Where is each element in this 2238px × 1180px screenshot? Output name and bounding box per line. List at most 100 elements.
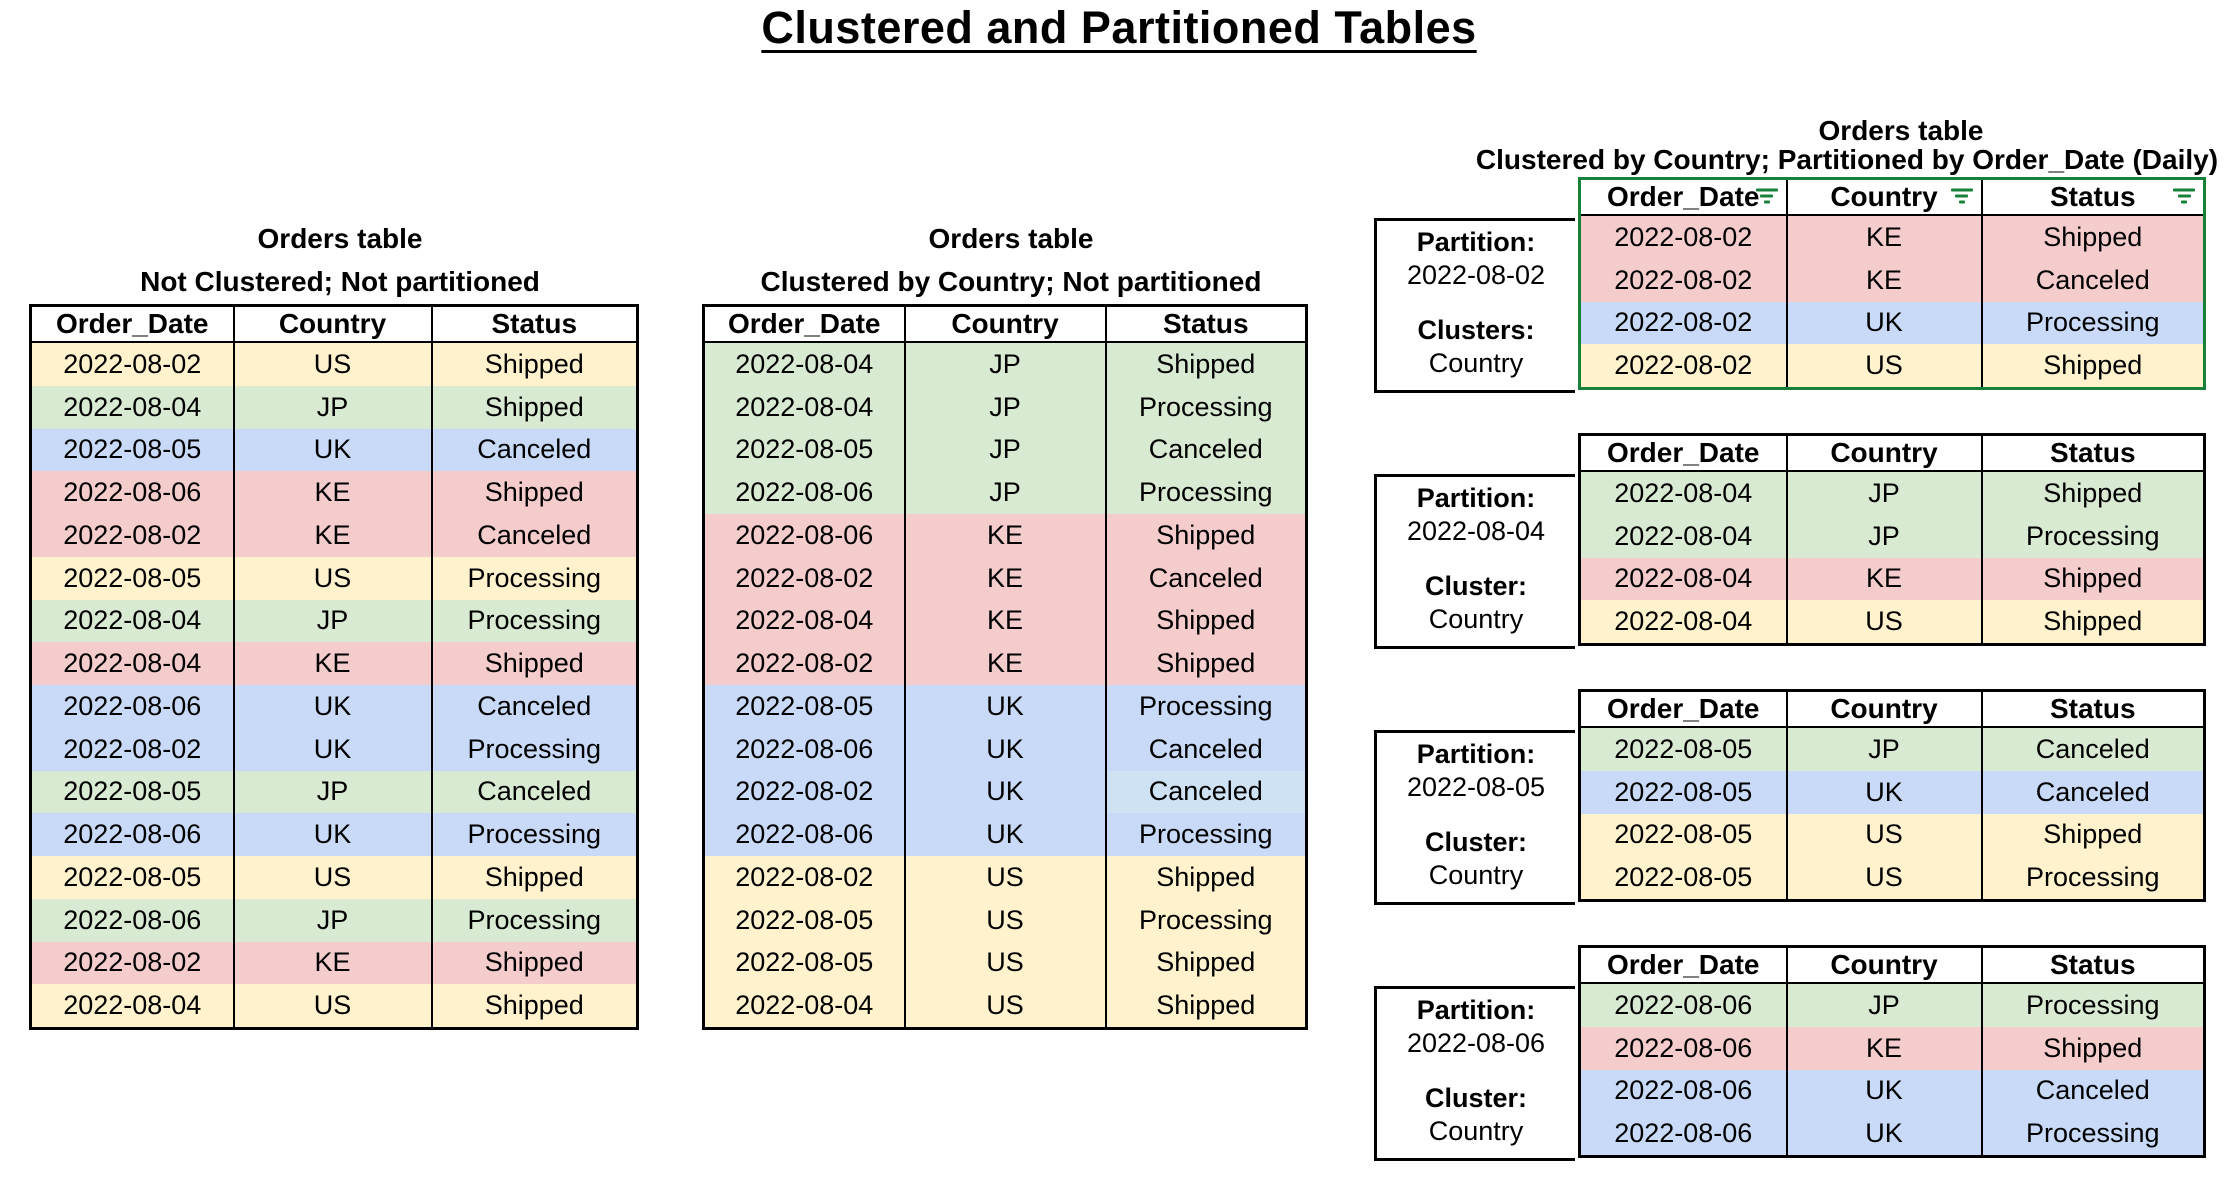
column-header-country: Country	[1785, 434, 1982, 472]
column-header-status: Status	[1980, 434, 2205, 472]
cell-country: JP	[232, 770, 432, 814]
table-row: 2022-08-02 US Shipped	[703, 856, 1307, 899]
cell-country: JP	[1785, 514, 1982, 558]
cell-order-date: 2022-08-05	[703, 685, 905, 728]
cell-order-date: 2022-08-05	[703, 428, 905, 472]
cell-country: US	[903, 898, 1106, 942]
table-row: 2022-08-02 KE Shipped	[30, 941, 638, 985]
orders-table-unclustered: Order_Date Country Status 2022-08-02 US Shipp…	[29, 304, 639, 1030]
cell-order-date: 2022-08-06	[30, 471, 234, 514]
cell-country: UK	[1785, 1112, 1982, 1157]
cell-status: Processing	[1104, 813, 1307, 856]
cell-order-date: 2022-08-04	[1579, 471, 1787, 515]
cell-country: UK	[232, 813, 432, 856]
header-row: Order_Date Country Status	[703, 305, 1307, 343]
cell-status: Processing	[1980, 514, 2205, 558]
table-row: 2022-08-06 KE Shipped	[30, 471, 638, 514]
table-row: 2022-08-04 JP Shipped	[1579, 471, 2205, 515]
cell-status: Shipped	[1104, 642, 1307, 685]
partition-value: 2022-08-04	[1406, 516, 1546, 546]
cell-order-date: 2022-08-02	[30, 941, 234, 985]
cell-country: UK	[1785, 770, 1982, 814]
table-row: 2022-08-05 JP Canceled	[703, 428, 1307, 472]
cell-country: KE	[903, 514, 1106, 557]
cell-order-date: 2022-08-04	[703, 599, 905, 643]
table-row: 2022-08-04 JP Processing	[30, 599, 638, 643]
cell-order-date: 2022-08-05	[30, 856, 234, 899]
cell-status: Shipped	[430, 856, 638, 899]
table-row: 2022-08-05 US Shipped	[1579, 813, 2205, 857]
table-row: 2022-08-04 KE Shipped	[703, 599, 1307, 643]
cell-order-date: 2022-08-06	[30, 898, 234, 942]
cell-country: US	[232, 556, 432, 600]
table-row: 2022-08-06 JP Processing	[30, 898, 638, 942]
partition-tables-container: Partition: 2022-08-02 Clusters: Country Orde…	[1374, 177, 2224, 1161]
cell-status: Canceled	[430, 685, 638, 728]
cell-order-date: 2022-08-04	[1579, 600, 1787, 645]
cell-order-date: 2022-08-04	[1579, 514, 1787, 558]
cell-country: JP	[1785, 471, 1982, 515]
cell-status: Shipped	[430, 385, 638, 429]
cell-order-date: 2022-08-05	[30, 770, 234, 814]
table-row: 2022-08-04 US Shipped	[30, 984, 638, 1029]
cell-country: KE	[1785, 215, 1982, 259]
column-header-label: Country	[951, 308, 1059, 339]
header-row: Order_Date Country Status	[1579, 178, 2205, 216]
table-row: 2022-08-05 US Processing	[30, 556, 638, 600]
column-header-order_date: Order_Date	[1579, 178, 1787, 216]
table-row: 2022-08-04 JP Processing	[703, 385, 1307, 429]
table-row: 2022-08-04 KE Shipped	[30, 642, 638, 685]
cell-order-date: 2022-08-06	[703, 514, 905, 557]
column-header-label: Order_Date	[1606, 949, 1760, 980]
header-row: Order_Date Country Status	[1579, 690, 2205, 728]
column-header-label: Country	[1830, 437, 1938, 468]
orders-table-clustered-partitioned-group: Orders table Clustered by Country; Parti…	[1374, 116, 2224, 1161]
column-header-status: Status	[1104, 305, 1307, 343]
table-row: 2022-08-05 UK Processing	[703, 685, 1307, 728]
table-row: 2022-08-06 JP Processing	[703, 471, 1307, 514]
cell-order-date: 2022-08-05	[30, 556, 234, 600]
page-title: Clustered and Partitioned Tables	[761, 2, 1477, 53]
table-subheading: Clustered by Country; Not partitioned	[760, 266, 1262, 297]
filter-icon	[1950, 188, 1974, 206]
table-row: 2022-08-02 KE Canceled	[1579, 258, 2205, 302]
table-row: 2022-08-05 US Shipped	[30, 856, 638, 899]
cell-status: Shipped	[1980, 557, 2205, 601]
cell-country: JP	[903, 342, 1106, 386]
cell-status: Canceled	[430, 770, 638, 814]
cell-country: KE	[1785, 1026, 1982, 1070]
cell-order-date: 2022-08-06	[1579, 1069, 1787, 1113]
column-header-label: Status	[2049, 437, 2136, 468]
column-header-status: Status	[430, 305, 638, 343]
cell-country: US	[232, 856, 432, 899]
table-subheading: Clustered by Country; Partitioned by Ord…	[1475, 144, 2219, 175]
cell-country: JP	[232, 385, 432, 429]
column-header-label: Order_Date	[1606, 437, 1760, 468]
partition-table-2022-08-02: Order_Date Country Status 2022-08-02 KE Shipp…	[1578, 177, 2206, 390]
cell-status: Processing	[1104, 471, 1307, 514]
cell-status: Processing	[1104, 385, 1307, 429]
table-row: 2022-08-06 KE Shipped	[1579, 1026, 2205, 1070]
cell-country: UK	[1785, 1069, 1982, 1113]
partition-table-2022-08-04: Order_Date Country Status 2022-08-04 JP Shipp…	[1578, 433, 2206, 646]
column-header-country: Country	[1785, 178, 1982, 216]
cluster-label: Cluster:	[1424, 571, 1527, 601]
table-row: 2022-08-02 US Shipped	[1579, 344, 2205, 389]
cell-country: US	[1785, 600, 1982, 645]
cell-country: US	[1785, 856, 1982, 901]
table-row: 2022-08-02 US Shipped	[30, 342, 638, 386]
cell-status: Canceled	[1104, 556, 1307, 600]
cell-country: US	[1785, 813, 1982, 857]
cell-status: Processing	[430, 599, 638, 643]
table-row: 2022-08-02 KE Canceled	[703, 556, 1307, 600]
cell-status: Shipped	[430, 984, 638, 1029]
cell-order-date: 2022-08-04	[1579, 557, 1787, 601]
table-heading: Orders table	[257, 223, 423, 254]
cell-status: Shipped	[1980, 600, 2205, 645]
cluster-label: Clusters:	[1417, 315, 1535, 345]
cell-order-date: 2022-08-02	[703, 556, 905, 600]
cell-country: US	[232, 342, 432, 386]
partition-label: Partition:	[1416, 995, 1536, 1025]
cell-status: Processing	[430, 898, 638, 942]
table-row: 2022-08-02 UK Processing	[30, 727, 638, 771]
